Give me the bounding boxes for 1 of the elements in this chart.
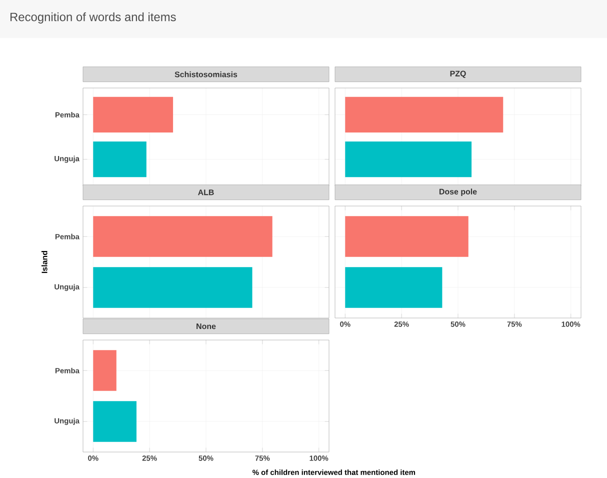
text: Recognition of words and items <box>10 12 176 24</box>
